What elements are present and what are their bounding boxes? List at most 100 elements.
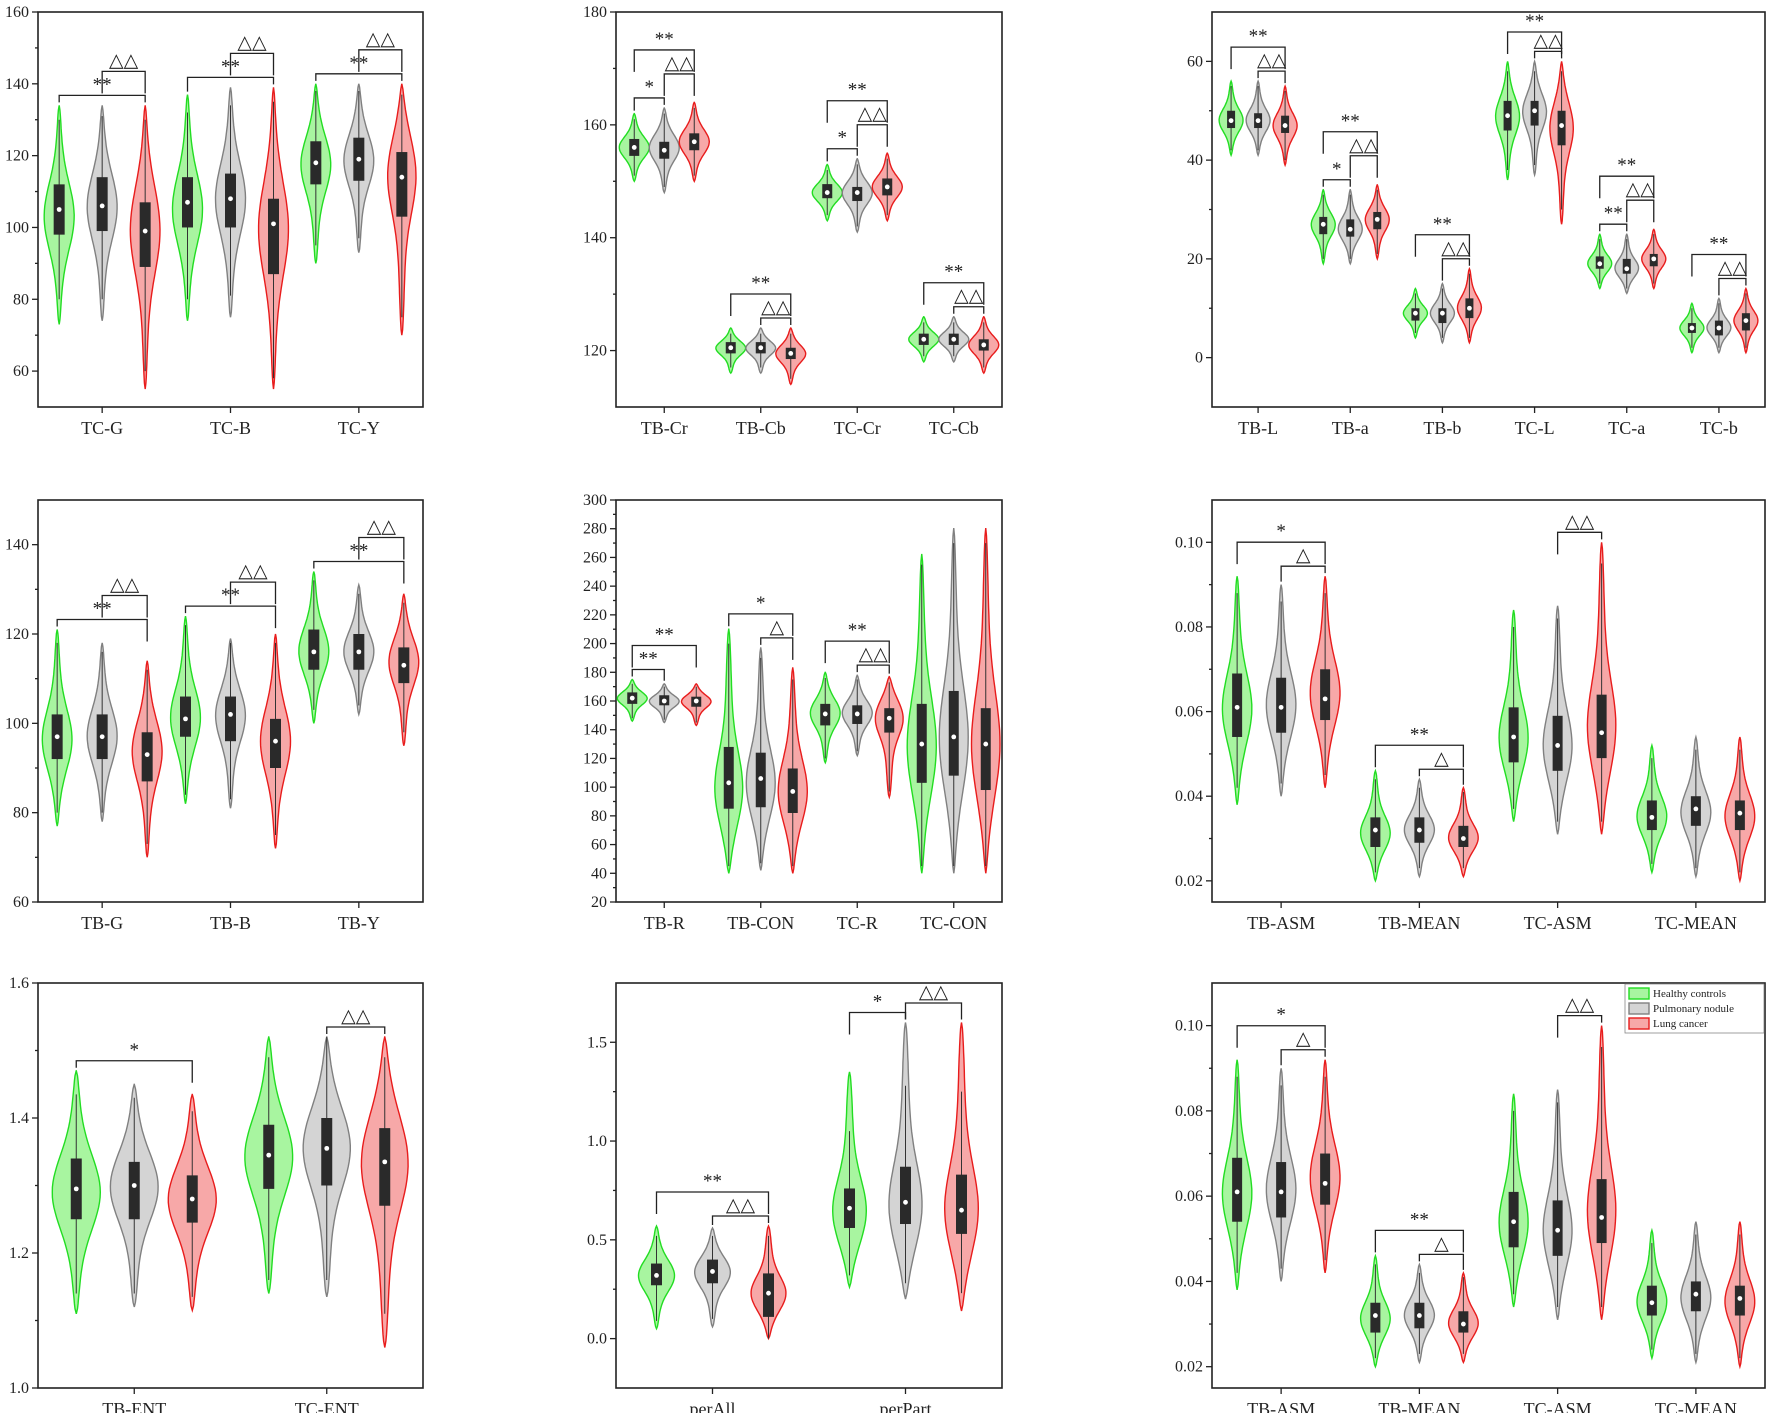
significance-label: △△ [110,575,140,596]
violin-median-point [1282,123,1288,128]
violin-TB-MEAN-2 [1447,1270,1479,1365]
plot-frame [1211,11,1766,408]
violin-TC-CON-0 [906,553,938,874]
significance-label: ** [1341,111,1360,132]
violin-iqr-box [980,708,991,791]
violin-median-point [228,712,233,717]
significance-label: △△ [954,286,984,307]
violin-TC-Cr-2 [871,152,904,223]
significance-label: △△ [919,982,949,1003]
violin-median-point [1278,1189,1284,1195]
violin-median-point [1693,1291,1699,1297]
significance-bracket [101,594,148,618]
violin-TB-R-2 [680,683,712,727]
violin-iqr-box [128,1161,140,1220]
violin-median-point [1278,704,1284,710]
x-category-label: TC-MEAN [1655,913,1737,933]
violin-TB-b-1 [1429,282,1456,345]
y-tick-label: 20 [1187,251,1203,268]
significance-label: ** [944,262,963,283]
violin-TC-CON-1 [938,528,969,874]
violin-median-point [921,336,927,342]
y-tick-label: 140 [5,76,29,93]
violin-TC-G-2 [129,105,161,390]
violin-median-point [951,336,957,342]
y-tick-label: 20 [591,894,607,911]
significance-bracket [1556,531,1603,555]
violin-TB-Y-2 [388,593,420,746]
violin-median-point [854,190,860,195]
violin-TB-R-1 [648,683,680,724]
violin-TB-Cr-1 [648,107,680,195]
violin-median-point [1505,113,1510,119]
significance-label: * [1332,159,1342,180]
significance-label: ** [1249,26,1268,47]
significance-label: * [756,593,766,614]
x-category-label: TB-b [1423,418,1461,438]
violin-median-point [983,741,989,747]
panel-7: 1.0 1.2 1.4 1.6 TB-ENT TC-ENT * △△ [9,975,424,1413]
violin-median-point [1693,806,1699,812]
significance-label: ** [1709,234,1728,255]
x-category-label: TB-ENT [102,1399,166,1413]
x-category-label: TB-L [1238,418,1278,438]
violin-TC-a-2 [1641,228,1667,290]
violin-median-point [654,1272,659,1278]
significance-label: △△ [761,297,791,318]
violin-TB-CON-1 [745,647,776,871]
significance-label: △ [1434,1233,1449,1254]
panel-9: 0.02 0.04 0.06 0.08 0.10 TB-ASM TB-MEAN TC-ASM T… [1175,982,1766,1413]
violin-iqr-box [1622,258,1631,274]
violin-TB-ENT-2 [167,1093,217,1314]
violin-median-point [1460,1321,1466,1327]
significance-label: △△ [1626,179,1656,200]
violin-iqr-box [225,696,236,742]
y-tick-label: 240 [583,578,607,595]
violin-TC-ASM-2 [1586,542,1617,835]
significance-label: ** [1604,203,1623,224]
violin-median-point [766,1290,771,1296]
significance-bracket [1556,1014,1603,1038]
violin-TC-Cb-0 [908,316,940,364]
violin-iqr-box [379,1128,391,1206]
violin-median-point [401,662,407,668]
significance-bracket [1257,70,1286,84]
significance-label: * [130,1040,140,1061]
x-category-label: TC-b [1700,418,1738,438]
significance-label: △△ [238,561,268,582]
significance-label: △△ [1257,50,1287,71]
y-tick-label: 1.0 [587,1133,607,1150]
significance-label: △△ [1718,258,1748,279]
significance-bracket [711,1215,770,1225]
significance-label: △△ [859,644,889,665]
significance-label: △ [1434,748,1449,769]
violin-median-point [1743,318,1749,323]
violin-iqr-box [723,746,734,809]
y-tick-label: 0.02 [1175,1359,1203,1376]
y-tick-label: 60 [13,894,29,911]
significance-label: △△ [367,516,397,537]
violin-iqr-box [948,690,959,776]
violin-median-point [1347,226,1353,232]
violin-TB-MEAN-1 [1403,1262,1436,1365]
significance-bracket [1418,1253,1465,1270]
x-category-label: TB-Y [338,913,380,933]
x-category-label: TC-CON [920,913,987,933]
significance-bracket [631,644,697,668]
y-tick-label: 120 [5,148,29,165]
significance-bracket [75,1060,193,1083]
x-category-label: TC-Cr [834,418,881,438]
violin-TC-R-0 [809,671,841,765]
y-tick-label: 160 [583,693,607,710]
x-category-label: TC-ASM [1524,913,1592,933]
violin-TB-L-2 [1272,84,1298,168]
violin-TC-ENT-1 [302,1036,351,1298]
violin-TC-B-0 [171,94,204,321]
significance-bracket [326,1026,386,1034]
violin-median-point [1737,810,1743,816]
violin-iqr-box [956,1174,967,1234]
violin-median-point [1467,305,1472,311]
violin-TC-b-0 [1679,301,1705,355]
y-tick-label: 160 [583,117,607,134]
